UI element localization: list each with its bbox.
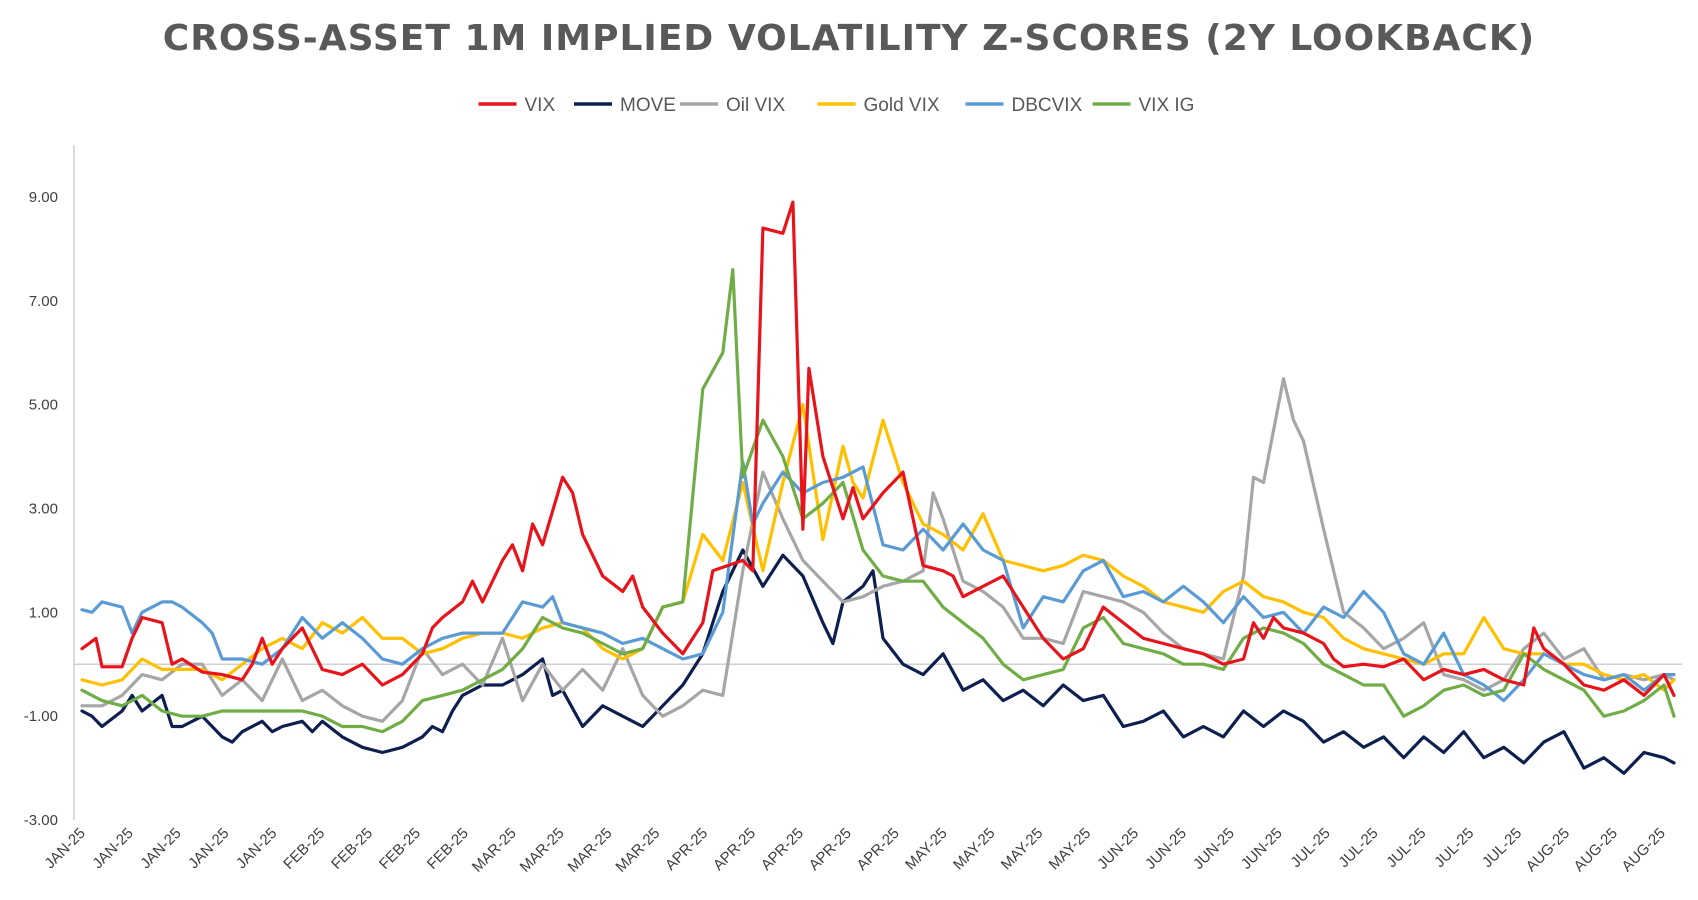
- x-tick-label: APR-25: [758, 825, 807, 874]
- y-tick-label: -3.00: [24, 812, 58, 829]
- x-tick-label: JUN-25: [1190, 825, 1238, 873]
- x-tick-label: APR-25: [854, 825, 903, 874]
- y-tick-label: 3.00: [29, 500, 58, 517]
- legend-label-gold-vix: Gold VIX: [864, 95, 940, 116]
- x-tick-label: AUG-25: [1523, 825, 1573, 875]
- x-tick-label: JUL-25: [1383, 825, 1429, 871]
- x-tick-label: JAN-25: [41, 825, 88, 872]
- x-tick-label: JUN-25: [1094, 825, 1142, 873]
- series-line-gold-vix: [80, 403, 1676, 692]
- x-tick-label: APR-25: [710, 825, 759, 874]
- x-tick-label: FEB-25: [424, 825, 472, 873]
- series-line-dbcvix: [80, 460, 1676, 703]
- x-tick-label: MAR-25: [469, 825, 520, 876]
- x-tick-label: JUL-25: [1431, 825, 1477, 871]
- legend-label-vix-ig: VIX IG: [1139, 95, 1195, 116]
- legend-label-oil-vix: Oil VIX: [726, 95, 785, 116]
- x-tick-label: FEB-25: [328, 825, 376, 873]
- y-tick-label: -1.00: [24, 708, 58, 725]
- x-tick-label: JUL-25: [1335, 825, 1381, 871]
- x-tick-label: MAR-25: [612, 825, 663, 876]
- x-tick-label: AUG-25: [1618, 825, 1668, 875]
- x-tick-label: APR-25: [806, 825, 855, 874]
- x-tick-label: AUG-25: [1571, 825, 1621, 875]
- y-tick-label: 1.00: [29, 604, 58, 621]
- x-tick-label: MAY-25: [902, 825, 951, 874]
- series-line-vix-ig: [80, 268, 1676, 734]
- x-tick-label: FEB-25: [280, 825, 328, 873]
- series-line-oil-vix: [80, 377, 1676, 723]
- legend: VIX MOVE Oil VIX Gold VIX DBCVIX VIX IG: [478, 95, 1195, 116]
- legend-label-vix: VIX: [525, 95, 556, 116]
- y-tick-label: 7.00: [29, 293, 58, 310]
- x-tick-label: MAY-25: [998, 825, 1047, 874]
- x-tick-label: FEB-25: [376, 825, 424, 873]
- x-tick-label: MAY-25: [1046, 825, 1095, 874]
- legend-label-move: MOVE: [620, 95, 676, 116]
- x-tick-label: JUL-25: [1287, 825, 1333, 871]
- legend-label-dbcvix: DBCVIX: [1012, 95, 1083, 116]
- x-tick-label: JUN-25: [1238, 825, 1286, 873]
- chart-title: CROSS-ASSET 1M IMPLIED VOLATILITY Z-SCOR…: [162, 18, 1536, 59]
- x-tick-label: JAN-25: [89, 825, 136, 872]
- x-tick-label: JAN-25: [137, 825, 184, 872]
- series-line-move: [80, 548, 1676, 775]
- x-tick-label: APR-25: [662, 825, 711, 874]
- y-tick-label: 5.00: [29, 397, 58, 414]
- x-tick-label: JAN-25: [233, 825, 280, 872]
- x-tick-label: JUL-25: [1479, 825, 1525, 871]
- x-tick-label: JUN-25: [1142, 825, 1190, 873]
- series-group: [80, 200, 1676, 775]
- x-tick-label: JAN-25: [185, 825, 232, 872]
- x-tick-label: MAY-25: [950, 825, 999, 874]
- x-tick-label: MAR-25: [517, 825, 568, 876]
- series-line-vix: [80, 200, 1676, 697]
- y-tick-label: 9.00: [29, 189, 58, 206]
- x-tick-label: MAR-25: [565, 825, 616, 876]
